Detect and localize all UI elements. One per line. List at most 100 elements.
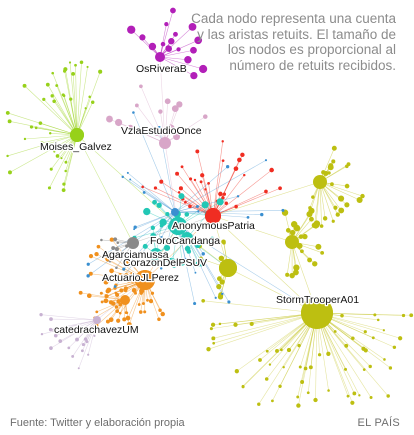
- account-node: [264, 189, 268, 194]
- account-node: [197, 210, 200, 213]
- account-node: [312, 261, 318, 267]
- retweet-edge: [76, 134, 134, 244]
- retweet-edge: [212, 141, 224, 217]
- account-node: [210, 322, 216, 327]
- account-node: [78, 290, 83, 295]
- account-node: [296, 395, 300, 399]
- retweet-edge: [213, 312, 318, 339]
- account-node: [296, 403, 301, 408]
- account-node: [157, 317, 161, 322]
- account-node: [193, 301, 197, 306]
- node-label-agarcia: Agarciamussa: [102, 249, 169, 261]
- retweet-edge: [41, 319, 98, 335]
- node-layer: [5, 7, 414, 408]
- account-node: [184, 56, 192, 64]
- retweet-edge: [131, 29, 161, 58]
- account-node: [130, 278, 135, 283]
- account-node: [98, 69, 103, 74]
- account-node: [271, 399, 274, 403]
- account-node: [188, 204, 192, 209]
- node-label-forocandanga: ForoCandanga: [150, 235, 220, 247]
- account-node: [169, 217, 187, 235]
- account-node: [64, 169, 67, 173]
- account-node: [135, 270, 155, 290]
- retweet-edge: [78, 319, 98, 369]
- account-node: [132, 111, 135, 114]
- retweet-edge: [161, 181, 214, 217]
- retweet-edge: [213, 312, 318, 326]
- retweet-edge: [69, 62, 78, 136]
- account-node: [93, 316, 101, 324]
- account-node: [53, 333, 58, 338]
- account-node: [95, 310, 99, 314]
- account-node: [52, 99, 56, 104]
- account-node: [293, 224, 301, 232]
- retweet-edge: [197, 151, 214, 217]
- retweet-edge: [63, 134, 78, 191]
- account-node: [126, 322, 132, 327]
- account-node: [173, 31, 178, 37]
- account-node: [233, 166, 239, 171]
- account-node: [127, 237, 139, 249]
- account-node: [327, 164, 334, 171]
- retweet-edge: [144, 192, 176, 213]
- account-node: [204, 188, 207, 191]
- account-node: [171, 208, 179, 216]
- account-node: [221, 159, 225, 163]
- account-node: [309, 216, 314, 222]
- account-node: [131, 288, 137, 293]
- retweet-edge: [174, 159, 267, 213]
- account-node: [68, 61, 72, 64]
- account-node: [285, 235, 299, 249]
- account-node: [49, 346, 53, 350]
- account-node: [206, 346, 211, 352]
- account-node: [94, 251, 99, 257]
- retweet-edge: [43, 99, 78, 136]
- account-node: [86, 65, 89, 69]
- account-node: [118, 273, 123, 278]
- account-node: [178, 258, 186, 266]
- node-label-corazon: CorazonDelPSUV: [123, 257, 207, 269]
- retweet-edge: [56, 85, 78, 136]
- account-node: [100, 300, 104, 304]
- account-node: [190, 71, 198, 80]
- account-node: [195, 205, 199, 209]
- account-node: [109, 237, 114, 242]
- account-node: [184, 257, 187, 261]
- account-node: [150, 258, 156, 265]
- retweet-edge: [159, 56, 195, 76]
- account-node: [264, 377, 269, 381]
- account-node: [114, 118, 123, 127]
- account-node: [199, 180, 203, 184]
- account-node: [62, 182, 66, 186]
- account-node: [48, 327, 53, 332]
- account-node: [172, 264, 176, 268]
- account-node: [188, 23, 197, 31]
- account-node: [344, 343, 349, 348]
- retweet-edge: [164, 116, 206, 144]
- account-node: [127, 25, 136, 34]
- account-node: [200, 173, 205, 178]
- retweet-edge: [176, 173, 214, 217]
- account-node: [221, 239, 226, 245]
- account-node: [207, 182, 210, 185]
- account-node: [268, 363, 272, 366]
- account-node: [81, 342, 86, 347]
- retweet-edge: [316, 312, 353, 403]
- account-node: [114, 247, 119, 252]
- account-node: [320, 250, 325, 255]
- account-node: [105, 288, 110, 294]
- account-node: [111, 246, 116, 251]
- retweet-edge: [164, 101, 168, 144]
- account-node: [285, 228, 291, 233]
- account-node: [307, 257, 312, 263]
- account-node: [315, 243, 322, 250]
- account-node: [167, 257, 173, 263]
- account-node: [201, 201, 209, 209]
- account-node: [152, 199, 158, 205]
- retweet-edge: [9, 134, 78, 173]
- account-node: [233, 322, 238, 327]
- account-node: [53, 150, 56, 153]
- account-node: [322, 216, 328, 221]
- account-node: [23, 137, 27, 141]
